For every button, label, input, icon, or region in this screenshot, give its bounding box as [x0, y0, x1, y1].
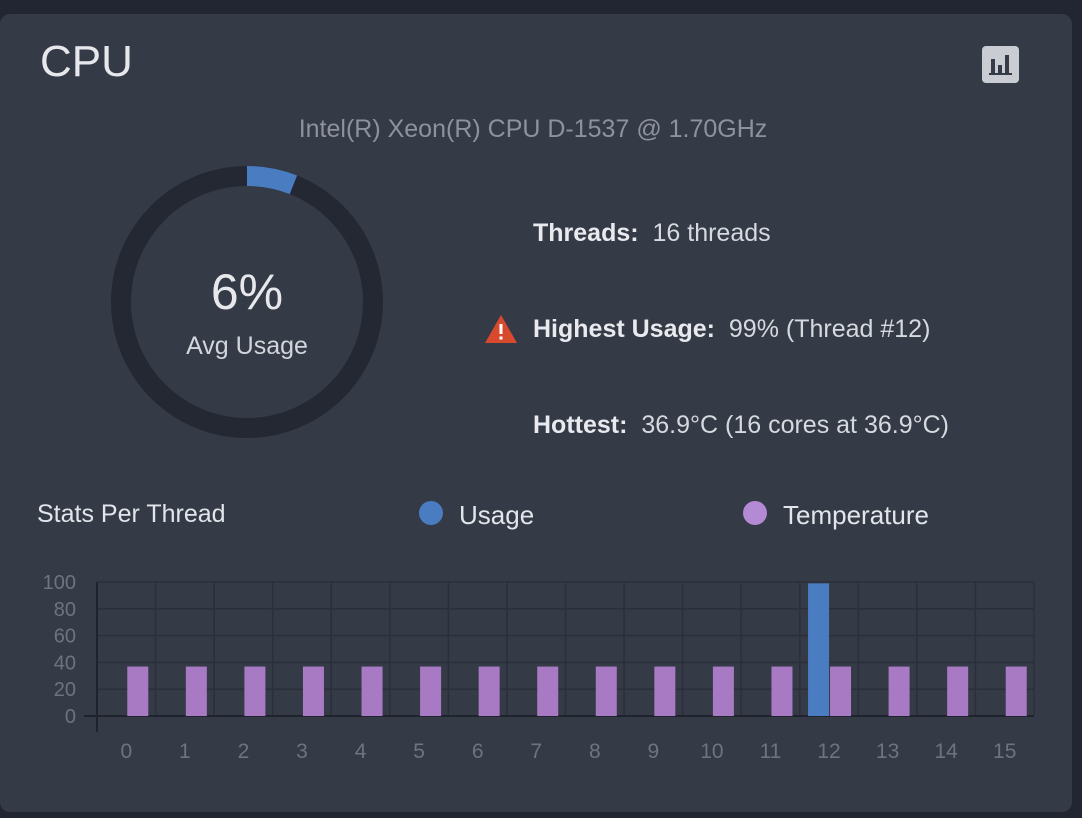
x-tick-label: 1: [179, 740, 191, 763]
temperature-bar: [185, 666, 207, 716]
threads-value: 16 threads: [652, 219, 771, 247]
temperature-bar: [244, 666, 266, 716]
temperature-bar: [595, 666, 617, 716]
usage-dot-icon: [419, 501, 443, 525]
temperature-bar: [654, 666, 676, 716]
threads-stat: Threads: 16 threads: [533, 219, 771, 248]
y-tick-label: 0: [65, 706, 76, 728]
warning-triangle-icon: [485, 315, 517, 343]
x-tick-label: 13: [876, 740, 899, 763]
x-tick-label: 15: [993, 740, 1016, 763]
y-tick-label: 60: [54, 626, 76, 648]
legend-usage-label: Usage: [459, 500, 535, 530]
temperature-bar: [478, 666, 500, 716]
x-tick-label: 11: [760, 740, 782, 763]
x-tick-label: 10: [700, 740, 723, 763]
gauge-value: 6%: [210, 264, 284, 320]
gauge-fill: [111, 166, 383, 438]
temperature-bar: [420, 666, 442, 716]
temperature-bar: [830, 666, 852, 716]
x-tick-label: 8: [589, 740, 601, 763]
temperature-dot-icon: [743, 501, 767, 525]
y-tick-label: 100: [43, 572, 76, 594]
highest-usage-stat: Highest Usage: 99% (Thread #12): [533, 315, 930, 344]
hottest-value: 36.9°C (16 cores at 36.9°C): [641, 411, 949, 439]
y-tick-label: 20: [54, 679, 76, 701]
x-tick-label: 2: [238, 740, 250, 763]
x-tick-label: 7: [530, 740, 542, 763]
temperature-bar: [1005, 666, 1027, 716]
temperature-bar: [127, 666, 149, 716]
temperature-bar: [712, 666, 734, 716]
gauge-text: 6% Avg Usage: [110, 165, 384, 439]
hottest-label: Hottest:: [533, 411, 628, 439]
legend-temperature[interactable]: Temperature: [743, 500, 929, 531]
y-tick-label: 80: [54, 599, 76, 621]
x-tick-label: 5: [413, 740, 425, 763]
bar-chart-icon[interactable]: [982, 46, 1019, 83]
legend-usage[interactable]: Usage: [419, 500, 534, 531]
temperature-bar: [947, 666, 969, 716]
usage-gauge: [111, 166, 383, 438]
x-tick-label: 9: [648, 740, 660, 763]
x-tick-label: 3: [296, 740, 308, 763]
gauge-label: Avg Usage: [186, 332, 308, 360]
cpu-model-text: Intel(R) Xeon(R) CPU D-1537 @ 1.70GHz: [298, 115, 768, 143]
highest-usage-value: 99% (Thread #12): [728, 315, 931, 343]
stats-per-thread-title: Stats Per Thread: [37, 500, 226, 528]
x-tick-label: 14: [934, 740, 958, 763]
temperature-bar: [888, 666, 910, 716]
x-tick-label: 0: [120, 740, 132, 763]
legend-temperature-label: Temperature: [783, 500, 929, 530]
temperature-bar: [302, 666, 324, 716]
card-title: CPU: [40, 37, 133, 86]
temperature-bar: [361, 666, 383, 716]
x-tick-label: 6: [472, 740, 484, 763]
highest-usage-label: Highest Usage:: [533, 315, 715, 343]
x-tick-label: 12: [817, 740, 840, 763]
temperature-bar: [771, 666, 793, 716]
usage-bar: [808, 583, 830, 716]
y-tick-label: 40: [54, 652, 76, 674]
temperature-bar: [537, 666, 559, 716]
hottest-stat: Hottest: 36.9°C (16 cores at 36.9°C): [533, 411, 949, 440]
threads-label: Threads:: [533, 219, 639, 247]
x-tick-label: 4: [355, 740, 367, 763]
